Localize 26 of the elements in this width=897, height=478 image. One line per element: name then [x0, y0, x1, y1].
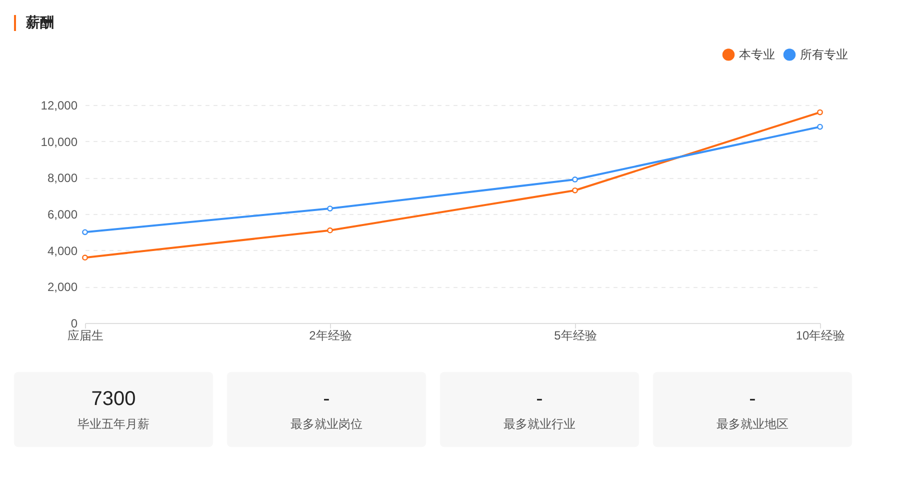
x-tick-label: 10年经验 [796, 328, 846, 342]
y-tick-label: 8,000 [47, 171, 78, 186]
point [327, 206, 333, 212]
y-tick-label: 6,000 [47, 208, 78, 222]
point [327, 227, 333, 234]
y-tick-label: 12,000 [40, 98, 78, 112]
stat-card: - 最多就业行业 [440, 372, 639, 447]
chart-title: 薪酬 [26, 14, 54, 32]
legend-label: 本专业 [739, 48, 775, 62]
point [817, 124, 823, 130]
point [82, 229, 88, 236]
stat-card: - 最多就业地区 [653, 372, 852, 447]
x-tick-label: 2年经验 [309, 328, 352, 342]
y-tick-label: 0 [70, 316, 78, 330]
stat-card: - 最多就业岗位 [227, 372, 426, 447]
x-tick-label: 5年经验 [554, 328, 597, 342]
x-tick-label: 应届生 [68, 328, 104, 342]
point [572, 187, 578, 194]
y-tick-label: 2,000 [47, 280, 78, 294]
point [572, 176, 578, 182]
legend-label: 所有专业 [800, 48, 848, 62]
y-tick-label: 4,000 [47, 244, 78, 258]
point [82, 254, 88, 261]
stat-card: 7300 毕业五年月薪 [14, 372, 213, 447]
point [817, 109, 823, 116]
y-tick-label: 10,000 [40, 134, 78, 149]
